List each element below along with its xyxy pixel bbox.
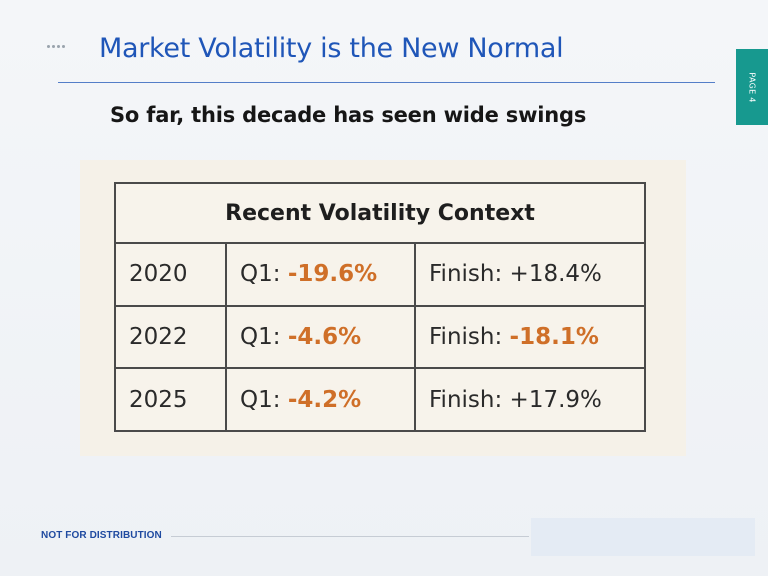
finish-cell: Finish: +17.9% [414,367,646,432]
dot [52,45,55,48]
menu-dots-icon [47,45,65,48]
finish-value: +17.9% [509,386,602,413]
finish-prefix: Finish: [429,261,503,288]
table-title: Recent Volatility Context [114,182,646,244]
slide-title: Market Volatility is the New Normal [99,33,564,64]
footer-divider [171,536,529,537]
q1-cell: Q1: -4.6% [225,304,416,370]
q1-cell: Q1: -4.2% [225,367,416,432]
year-cell: 2025 [114,367,227,432]
q1-prefix: Q1: [240,386,281,413]
q1-value: -4.2% [287,386,362,413]
footer-disclaimer: NOT FOR DISTRIBUTION [41,530,162,541]
finish-cell: Finish: +18.4% [414,242,646,307]
footer-panel [531,518,755,556]
q1-prefix: Q1: [240,261,281,288]
finish-cell: Finish: -18.1% [414,304,646,370]
finish-value: +18.4% [509,261,602,288]
q1-prefix: Q1: [240,323,281,350]
q1-value: -19.6% [287,261,378,288]
page-label: PAGE 4 [747,71,757,103]
slide-subtitle: So far, this decade has seen wide swings [110,103,587,127]
volatility-table: Recent Volatility Context 2020 Q1: -19.6… [114,182,646,432]
page-tab: PAGE 4 [736,49,768,125]
q1-cell: Q1: -19.6% [225,242,416,307]
dot [47,45,50,48]
table-row: 2020 Q1: -19.6% Finish: +18.4% [114,242,646,307]
q1-value: -4.6% [287,323,362,350]
table-row: 2022 Q1: -4.6% Finish: -18.1% [114,304,646,370]
year-cell: 2020 [114,242,227,307]
dot [62,45,65,48]
table-header-row: Recent Volatility Context [114,182,646,244]
finish-value: -18.1% [509,323,599,350]
dot [57,45,60,48]
finish-prefix: Finish: [429,323,503,350]
volatility-table-image: Recent Volatility Context 2020 Q1: -19.6… [80,160,686,456]
table-row: 2025 Q1: -4.2% Finish: +17.9% [114,367,646,432]
title-underline [58,82,715,83]
year-cell: 2022 [114,304,227,370]
finish-prefix: Finish: [429,386,503,413]
